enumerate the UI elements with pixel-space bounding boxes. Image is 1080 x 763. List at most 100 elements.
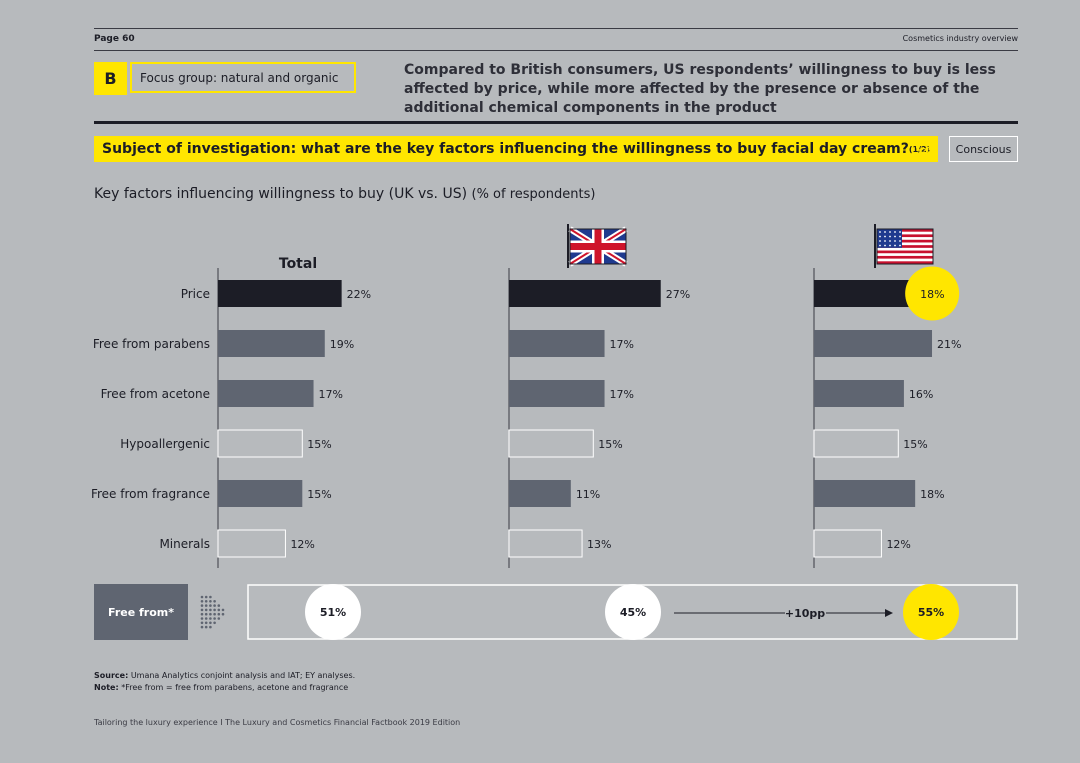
data-label: 18% — [920, 288, 944, 301]
arrow-dot-icon — [217, 604, 221, 607]
highlight-circle — [905, 266, 960, 321]
arrow-dot-icon — [204, 612, 208, 616]
us-flag-star — [899, 235, 901, 238]
arrow-dot-icon — [213, 604, 216, 607]
us-flag-star — [884, 240, 886, 242]
us-flag-canton — [877, 229, 902, 248]
note-label: Note: — [94, 683, 119, 692]
arrow-dot-icon — [213, 600, 216, 603]
source-notes: Source: Umana Analytics conjoint analysi… — [94, 670, 355, 694]
bar — [814, 480, 916, 507]
arrow-dot-icon — [204, 625, 208, 629]
us-flag-star — [889, 240, 891, 242]
category-label: Minerals — [159, 537, 210, 551]
arrow-dot-icon — [200, 604, 204, 607]
data-label: 15% — [307, 488, 331, 501]
data-label: 15% — [598, 438, 622, 451]
footer-text: Tailoring the luxury experience I The Lu… — [94, 718, 461, 727]
subject-part: (1/2) — [908, 144, 931, 154]
headline-rule — [94, 121, 1018, 124]
us-flag-star — [894, 231, 896, 233]
us-flag-star — [889, 244, 891, 247]
arrow-dot-icon — [204, 604, 208, 607]
series-label-total: Total — [279, 256, 317, 272]
arrow-dot-icon — [209, 595, 212, 599]
arrow-dot-icon — [213, 621, 216, 625]
note-text: *Free from = free from parabens, acetone… — [121, 683, 349, 692]
summary-circle — [903, 584, 959, 640]
arrow-dot-icon — [204, 617, 208, 620]
us-flag-stripe — [877, 245, 933, 248]
summary-circle — [605, 584, 661, 640]
bar — [508, 529, 583, 558]
bar — [814, 330, 933, 357]
arrow-dot-icon — [217, 617, 221, 620]
arrow-dot-icon — [209, 604, 212, 607]
category-label: Free from fragrance — [91, 487, 210, 501]
top-rule — [94, 28, 1018, 29]
header-rule — [94, 50, 1018, 51]
arrow-dot-icon — [209, 600, 212, 603]
data-label: 12% — [290, 538, 314, 551]
arrow-dot-icon — [209, 617, 212, 620]
brain-icon — [912, 133, 942, 163]
data-label: 13% — [587, 538, 611, 551]
subject-banner: Subject of investigation: what are the k… — [94, 136, 939, 162]
us-flag-star — [884, 244, 886, 247]
us-flag-border — [876, 228, 934, 265]
data-label: 16% — [909, 388, 933, 401]
data-label: 22% — [347, 288, 371, 301]
category-label: Price — [181, 287, 210, 301]
data-label: 11% — [576, 488, 600, 501]
category-label: Free from acetone — [101, 387, 210, 401]
uk-flag-border — [569, 228, 627, 265]
bar — [813, 429, 899, 458]
arrow-dot-icon — [200, 621, 204, 625]
arrow-dot-icon — [200, 595, 204, 599]
arrow-dot-icon — [204, 621, 208, 625]
us-flag-stripe — [877, 239, 933, 243]
bar — [218, 280, 342, 307]
data-label: 19% — [330, 338, 354, 351]
bar — [509, 380, 605, 407]
us-flag-star — [889, 235, 891, 238]
arrow-dot-icon — [213, 612, 216, 616]
summary-value: 51% — [320, 606, 346, 619]
bar — [509, 480, 571, 507]
bar — [217, 529, 286, 558]
arrow-dot-icon — [204, 608, 208, 612]
bar — [218, 330, 325, 357]
bar — [509, 280, 661, 307]
bar — [813, 529, 882, 558]
bar — [509, 330, 605, 357]
us-flag-stripe — [877, 261, 933, 264]
us-flag-stripe — [877, 229, 933, 232]
uk-flag-cross-red — [570, 243, 626, 250]
us-flag-star — [894, 244, 896, 247]
data-label: 15% — [307, 438, 331, 451]
arrow-dot-icon — [213, 617, 216, 620]
data-label: 17% — [610, 388, 634, 401]
category-label: Hypoallergenic — [120, 437, 210, 451]
us-flag-star — [899, 240, 901, 242]
conscious-tag: Conscious — [949, 136, 1018, 162]
data-label: 12% — [886, 538, 910, 551]
data-label: 17% — [610, 338, 634, 351]
data-label: 21% — [937, 338, 961, 351]
summary-circle — [305, 584, 361, 640]
arrow-dot-icon — [221, 612, 225, 616]
data-label: 17% — [319, 388, 343, 401]
us-flag-stripe — [877, 234, 933, 238]
section-title: Focus group: natural and organic — [130, 62, 356, 93]
headline: Compared to British consumers, US respon… — [404, 62, 996, 116]
data-label: 27% — [666, 288, 690, 301]
report-section-name: Cosmetics industry overview — [902, 34, 1018, 43]
summary-value: 55% — [918, 606, 944, 619]
us-flag-star — [894, 235, 896, 238]
bar — [217, 429, 303, 458]
arrow-dot-icon — [209, 621, 212, 625]
us-flag-stripe — [877, 255, 933, 259]
change-arrow-head-icon — [885, 609, 893, 617]
us-flag-star — [884, 231, 886, 233]
